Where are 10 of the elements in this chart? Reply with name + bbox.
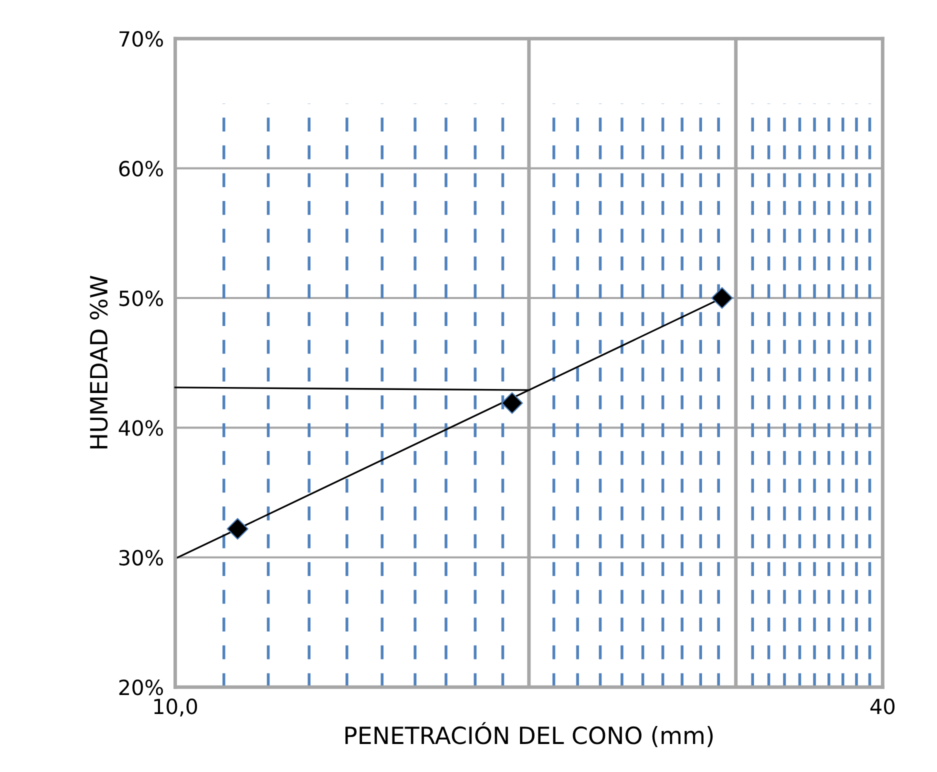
x-axis-title: PENETRACIÓN DEL CONO (mm) — [345, 722, 713, 748]
y-axis-title: HUMEDAD %W — [90, 276, 108, 448]
y-tick-label: 20% — [119, 680, 163, 696]
y-tick-label: 70% — [120, 31, 163, 47]
y-tick-label: 40% — [118, 420, 163, 436]
x-tick-label: 10,0 — [154, 698, 198, 716]
y-tick-label: 50% — [119, 290, 163, 306]
x-tick-label: 40 — [870, 698, 895, 714]
y-tick-label: 60% — [119, 160, 163, 177]
y-tick-label: 30% — [119, 550, 163, 566]
